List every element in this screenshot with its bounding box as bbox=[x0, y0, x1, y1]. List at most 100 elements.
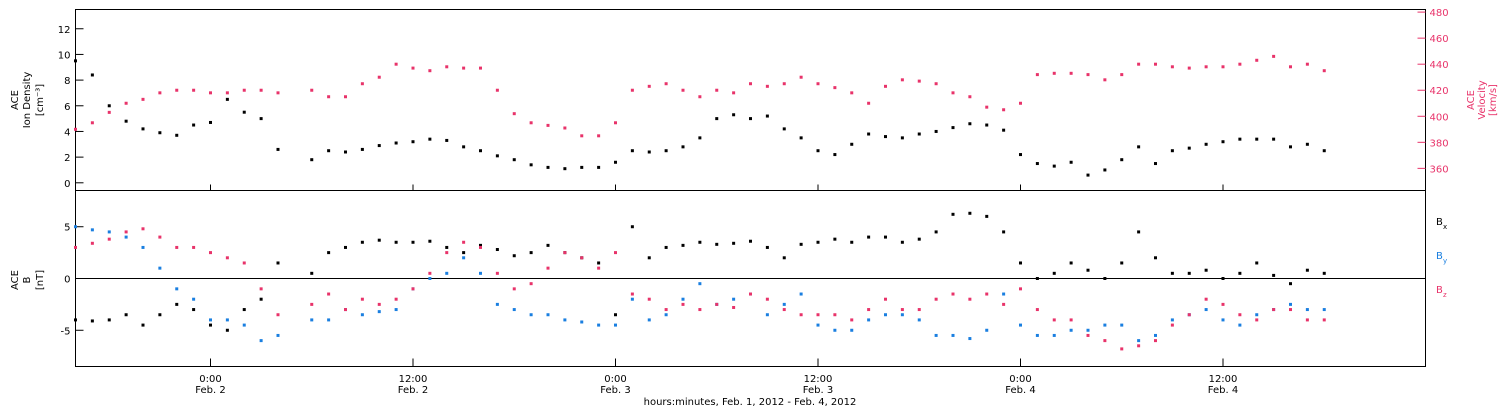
data-point bbox=[1002, 230, 1006, 234]
data-point bbox=[411, 140, 415, 144]
data-point bbox=[411, 240, 415, 244]
data-point bbox=[158, 91, 162, 95]
data-point bbox=[428, 277, 432, 280]
data-point bbox=[158, 235, 162, 239]
data-point bbox=[1204, 142, 1208, 146]
data-point bbox=[462, 145, 466, 149]
data-point bbox=[782, 127, 786, 131]
data-point bbox=[495, 248, 499, 252]
data-point bbox=[1204, 65, 1208, 69]
top-panel-frame bbox=[75, 9, 1426, 191]
data-point bbox=[74, 59, 77, 63]
data-point bbox=[597, 266, 601, 270]
data-point bbox=[1187, 271, 1191, 275]
data-point bbox=[1272, 308, 1276, 312]
data-point bbox=[816, 149, 820, 153]
date-tick-label: Feb. 2 bbox=[398, 385, 428, 396]
data-point bbox=[90, 73, 94, 77]
data-point bbox=[259, 287, 263, 291]
time-tick-label: 12:00 bbox=[1209, 374, 1238, 385]
data-point bbox=[732, 241, 736, 245]
time-tick-label: 0:00 bbox=[199, 374, 221, 385]
data-point bbox=[597, 134, 601, 138]
data-point bbox=[1221, 277, 1225, 280]
data-point bbox=[1322, 271, 1326, 275]
data-point bbox=[124, 119, 128, 123]
data-point bbox=[1255, 261, 1259, 265]
data-point bbox=[225, 256, 229, 260]
data-point bbox=[1305, 62, 1309, 66]
data-point bbox=[209, 91, 212, 95]
data-point bbox=[141, 97, 145, 101]
data-point bbox=[715, 117, 719, 121]
data-point bbox=[698, 240, 702, 244]
data-point bbox=[175, 245, 179, 249]
data-point bbox=[1170, 65, 1174, 69]
data-point bbox=[985, 292, 989, 296]
data-point bbox=[479, 271, 482, 275]
data-point bbox=[394, 308, 398, 312]
data-point bbox=[917, 237, 921, 241]
data-point bbox=[867, 101, 871, 105]
data-point bbox=[428, 239, 432, 243]
data-point bbox=[74, 318, 77, 322]
data-point bbox=[630, 225, 634, 229]
data-point bbox=[1069, 328, 1073, 332]
data-point bbox=[900, 136, 904, 140]
data-point bbox=[209, 323, 212, 327]
data-point bbox=[715, 242, 719, 246]
data-point bbox=[1019, 261, 1022, 265]
data-point bbox=[158, 131, 162, 135]
data-point bbox=[327, 292, 331, 296]
data-point bbox=[107, 237, 111, 241]
density-tick-label: 6 bbox=[64, 102, 70, 113]
data-point bbox=[1154, 62, 1157, 66]
data-point bbox=[614, 323, 617, 327]
date-tick-label: Feb. 3 bbox=[803, 385, 833, 396]
legend-bx-subscript: x bbox=[1443, 223, 1447, 231]
data-point bbox=[630, 292, 634, 296]
data-point bbox=[732, 297, 736, 301]
density-axis-label-line2: Ion Density bbox=[22, 72, 33, 129]
data-point bbox=[664, 149, 668, 153]
data-point bbox=[394, 62, 398, 66]
data-point bbox=[1052, 318, 1056, 322]
data-point bbox=[833, 86, 837, 90]
data-point bbox=[951, 212, 955, 216]
data-point bbox=[90, 319, 94, 323]
legend-bz-subscript: z bbox=[1443, 291, 1447, 299]
data-point bbox=[580, 256, 584, 260]
data-point bbox=[749, 82, 752, 86]
data-point bbox=[1238, 271, 1242, 275]
legend-by-subscript: y bbox=[1443, 257, 1447, 265]
data-point bbox=[495, 271, 499, 275]
data-point bbox=[597, 165, 601, 169]
data-point bbox=[445, 138, 449, 142]
data-point bbox=[107, 110, 111, 114]
data-point bbox=[1019, 323, 1022, 327]
data-point bbox=[614, 160, 617, 164]
bottom-panel-series bbox=[74, 211, 1326, 351]
data-point bbox=[225, 91, 229, 95]
data-point bbox=[985, 105, 989, 109]
data-point bbox=[360, 82, 364, 86]
data-point bbox=[934, 333, 938, 337]
data-point bbox=[1137, 230, 1141, 234]
data-point bbox=[124, 101, 128, 105]
data-point bbox=[175, 133, 179, 137]
data-point bbox=[985, 328, 989, 332]
data-point bbox=[614, 251, 617, 255]
data-point bbox=[158, 313, 162, 317]
data-point bbox=[546, 123, 550, 127]
time-tick-label: 12:00 bbox=[804, 374, 833, 385]
data-point bbox=[209, 120, 212, 124]
data-point bbox=[1322, 318, 1326, 322]
data-point bbox=[782, 82, 786, 86]
data-point bbox=[344, 308, 347, 312]
data-point bbox=[850, 240, 854, 244]
data-point bbox=[344, 95, 347, 99]
data-point bbox=[546, 313, 550, 317]
data-point bbox=[1120, 261, 1124, 265]
data-point bbox=[1221, 65, 1225, 69]
data-point bbox=[647, 84, 651, 88]
